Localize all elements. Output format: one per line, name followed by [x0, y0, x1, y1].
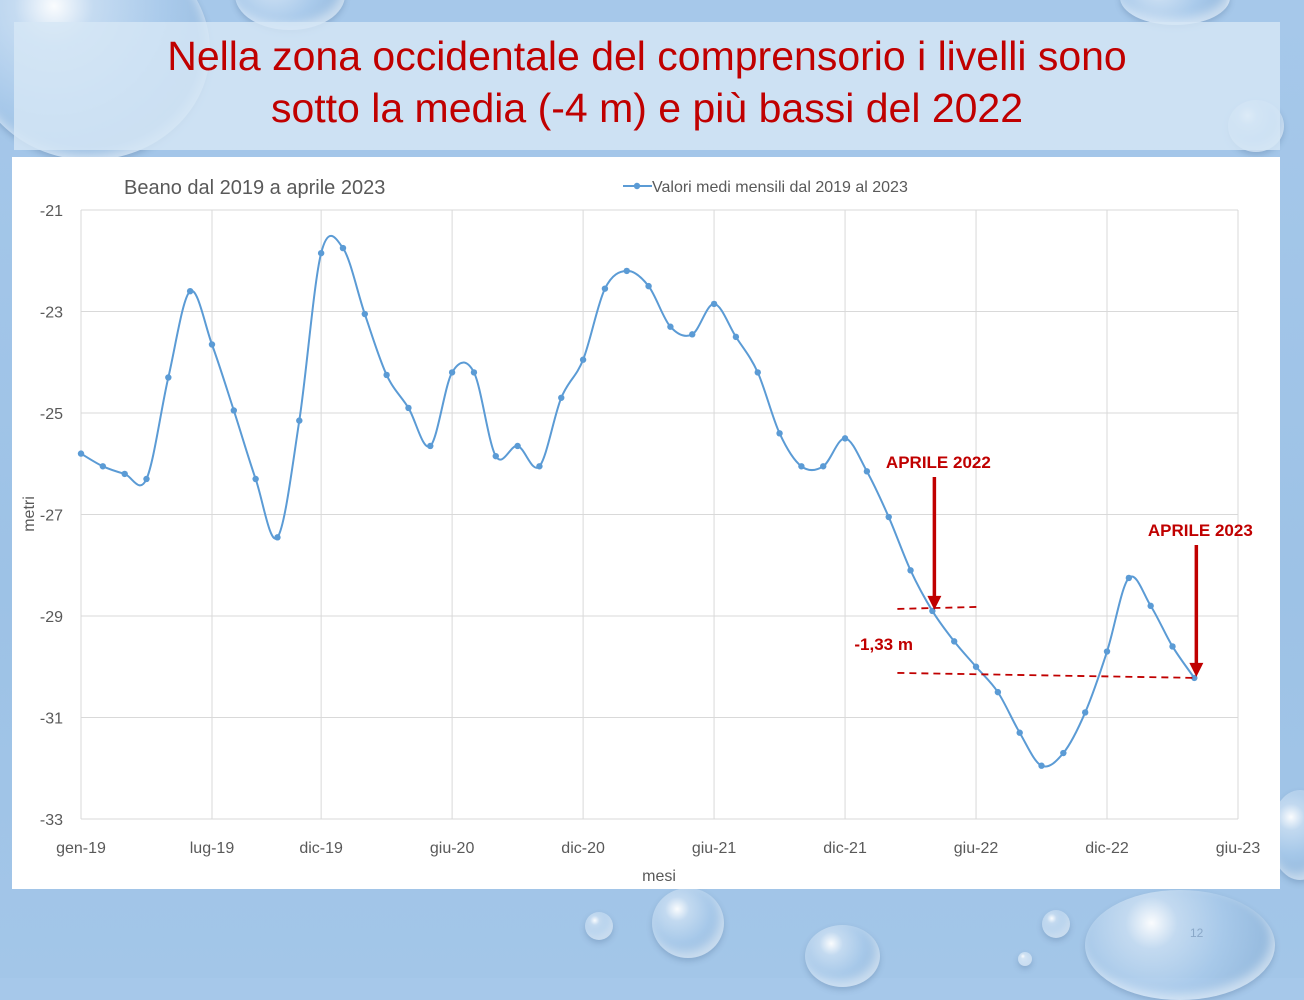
annotation-label-april-2023: APRILE 2023 — [1148, 521, 1253, 540]
decorative-bubble — [805, 925, 880, 987]
decorative-bubble — [1042, 910, 1070, 938]
data-point — [1038, 762, 1045, 769]
x-tick-label: dic-19 — [299, 840, 343, 857]
data-point — [514, 442, 521, 450]
x-tick-label: dic-22 — [1085, 840, 1129, 857]
data-point — [186, 288, 194, 295]
x-tick-label: giu-21 — [692, 840, 737, 857]
data-point — [252, 475, 259, 483]
y-tick-label: -33 — [40, 812, 63, 829]
data-point — [601, 285, 609, 292]
data-point — [907, 567, 914, 574]
data-point — [77, 450, 85, 457]
data-point — [667, 323, 674, 330]
data-point — [383, 371, 390, 379]
data-point — [776, 430, 783, 437]
decorative-bubble — [1018, 952, 1032, 966]
data-point — [754, 369, 761, 376]
data-point — [558, 394, 565, 401]
data-point — [623, 267, 630, 275]
data-point — [798, 463, 805, 470]
data-point — [208, 341, 216, 348]
data-point — [820, 463, 827, 470]
data-point — [929, 607, 936, 615]
data-point — [994, 688, 1002, 696]
data-point — [1016, 729, 1023, 736]
y-tick-label: -25 — [40, 406, 63, 423]
data-point — [1147, 602, 1154, 610]
data-point — [317, 249, 325, 257]
data-point — [296, 417, 303, 424]
data-point — [1169, 643, 1176, 650]
data-point — [1125, 574, 1133, 582]
y-tick-label: -31 — [40, 711, 63, 728]
data-point — [1081, 709, 1089, 716]
x-tick-label: giu-22 — [954, 840, 999, 857]
data-point — [448, 369, 456, 376]
slide-title-line2: sotto la media (-4 m) e più bassi del 20… — [270, 85, 1024, 131]
data-point — [121, 470, 128, 478]
data-point — [710, 300, 718, 308]
data-point — [689, 331, 696, 338]
y-tick-label: -27 — [40, 508, 63, 525]
x-tick-label: giu-23 — [1216, 840, 1261, 857]
annotation-difference-label: -1,33 m — [854, 635, 913, 654]
data-point — [1103, 648, 1111, 655]
reference-dashed-line-2022 — [897, 606, 978, 610]
arrow-head-icon — [927, 595, 942, 610]
legend-label: Valori medi mensili dal 2019 al 2023 — [652, 179, 908, 196]
line-chart: -21 -23 -25 -27 -29 -31 -33 gen-19 lug-19 dic-19… — [21, 177, 1261, 885]
x-tick-label: dic-21 — [823, 840, 867, 857]
decorative-bubble — [652, 888, 724, 958]
data-point — [863, 468, 871, 475]
decorative-bubble — [585, 912, 613, 940]
x-tick-label: lug-19 — [190, 840, 235, 857]
data-point — [536, 463, 543, 470]
reference-dashed-line-2023 — [897, 672, 1197, 679]
data-point — [339, 244, 347, 252]
data-point — [579, 356, 587, 363]
legend: Valori medi mensili dal 2019 al 2023 — [623, 179, 908, 196]
data-point — [1191, 674, 1198, 682]
x-tick-label: giu-20 — [430, 840, 475, 857]
data-point — [1060, 749, 1067, 757]
y-tick-label: -29 — [40, 609, 63, 626]
data-point — [230, 407, 238, 414]
data-point — [274, 534, 281, 541]
data-point — [143, 475, 150, 483]
x-tick-label: dic-20 — [561, 840, 605, 857]
series-line — [80, 235, 1196, 768]
slide-title: Nella zona occidentale del comprensorio … — [14, 30, 1280, 134]
data-point — [972, 663, 980, 670]
data-point — [885, 513, 892, 521]
data-point — [951, 638, 958, 645]
data-point — [645, 282, 652, 290]
y-tick-label: -21 — [40, 203, 63, 220]
data-point — [427, 442, 434, 450]
y-axis-label: metri — [21, 496, 38, 532]
data-point — [99, 463, 107, 470]
data-point — [361, 310, 368, 318]
chart-panel: -21 -23 -25 -27 -29 -31 -33 gen-19 lug-19 dic-19… — [12, 157, 1280, 889]
data-point — [841, 435, 849, 442]
arrow-head-icon — [1189, 662, 1204, 677]
chart-title: Beano dal 2019 a aprile 2023 — [124, 177, 385, 199]
data-point — [470, 369, 478, 376]
decorative-bubble — [1085, 890, 1275, 1000]
title-band — [14, 22, 1280, 150]
slide-number: 12 — [1190, 926, 1204, 940]
annotation-label-april-2022: APRILE 2022 — [886, 453, 991, 472]
data-point — [165, 374, 172, 381]
data-point — [405, 404, 412, 412]
x-tick-label: gen-19 — [56, 840, 106, 857]
slide-title-line1: Nella zona occidentale del comprensorio … — [167, 33, 1127, 79]
data-point — [492, 452, 499, 460]
data-point — [732, 333, 740, 341]
legend-marker-icon — [633, 182, 641, 190]
x-axis-label: mesi — [642, 868, 676, 885]
y-tick-label: -23 — [40, 305, 63, 322]
